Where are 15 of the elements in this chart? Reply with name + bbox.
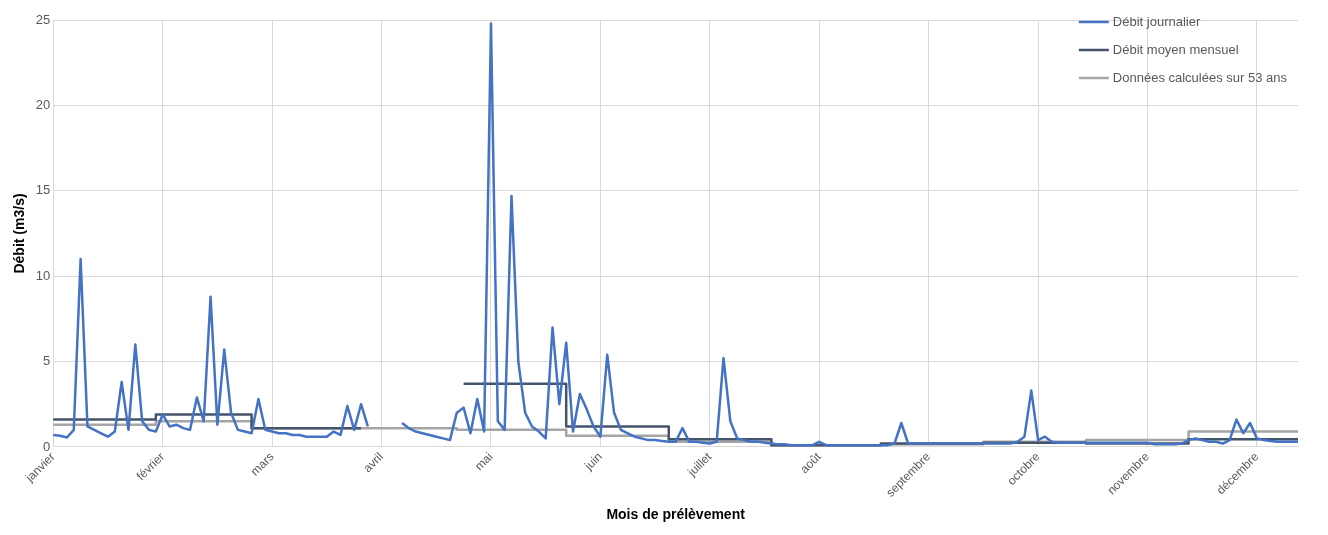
- y-tick-label: 25: [35, 11, 51, 27]
- x-tick-label: mai: [471, 449, 496, 474]
- x-tick-label: avril: [360, 449, 387, 476]
- y-tick-label: 5: [43, 353, 51, 369]
- x-tick-label: juin: [581, 449, 605, 474]
- y-tick-label: 20: [35, 96, 51, 112]
- y-tick-label: 10: [35, 267, 51, 283]
- y-axis-title: Débit (m3/s): [11, 193, 28, 274]
- legend-label: Débit moyen mensuel: [1112, 41, 1239, 57]
- legend-label: Données calculées sur 53 ans: [1112, 69, 1288, 85]
- y-tick-label: 0: [43, 438, 51, 454]
- x-axis-title: Mois de prélèvement: [606, 506, 746, 523]
- y-tick-label: 15: [35, 182, 51, 198]
- legend-label: Débit journalier: [1112, 13, 1201, 29]
- x-tick-label: août: [797, 449, 825, 476]
